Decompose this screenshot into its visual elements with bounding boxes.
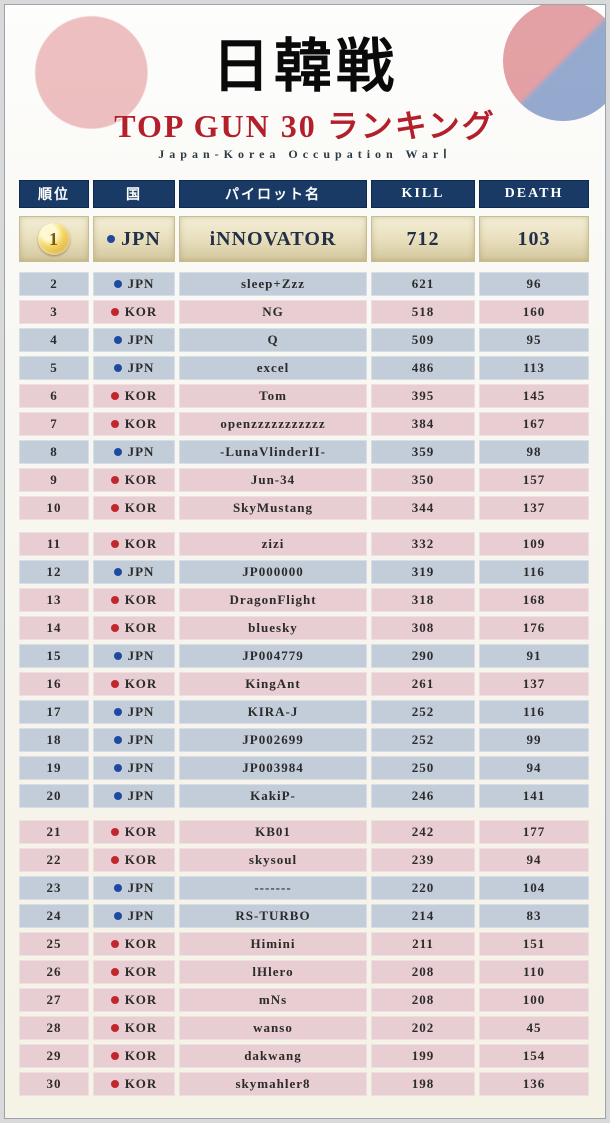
ranking-page: 日韓戦 TOP GUN 30 ランキング Japan-Korea Occupat… — [4, 4, 606, 1119]
title-jp: 日韓戦 — [19, 19, 591, 103]
background-flags — [5, 5, 605, 1118]
subtitle: Japan-Korea Occupation WarⅠ — [19, 147, 591, 162]
page-header: 日韓戦 TOP GUN 30 ランキング Japan-Korea Occupat… — [19, 15, 591, 170]
title-en: TOP GUN 30 ランキング — [19, 101, 591, 147]
